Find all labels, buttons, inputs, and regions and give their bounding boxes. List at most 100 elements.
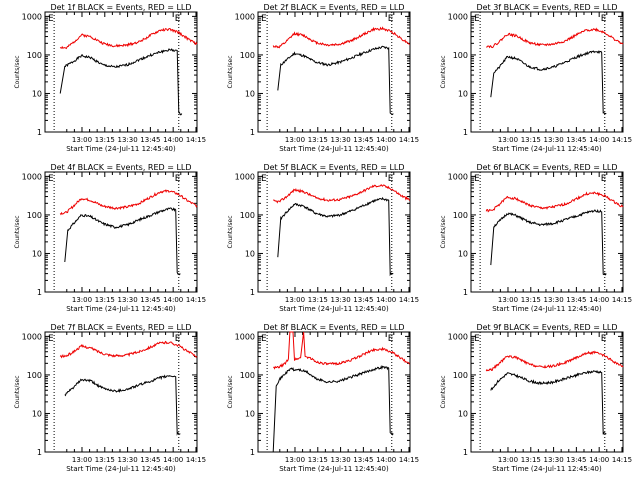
plot-frame [257, 171, 411, 293]
y-tick-label: 1 [463, 448, 468, 457]
lld-series-line [59, 340, 198, 359]
panel-title: Det 6f BLACK = Events, RED = LLD [476, 163, 617, 172]
events-series-line [490, 209, 607, 276]
y-tick-label: 1 [37, 288, 42, 297]
event-marker-label: E [175, 334, 181, 344]
y-tick-label: 1 [250, 128, 255, 137]
x-tick-label: 13:30 [330, 296, 350, 304]
x-tick-label: 13:30 [543, 456, 563, 464]
event-marker-label: E [48, 334, 54, 344]
event-marker-label: E [388, 334, 394, 344]
x-tick-label: 14:15 [612, 296, 632, 304]
x-tick-label: 13:00 [285, 456, 305, 464]
y-axis-label: Counts/sec [14, 215, 21, 248]
event-marker-label: E [175, 14, 181, 24]
x-tick-label: 13:30 [543, 296, 563, 304]
x-tick-label: 14:00 [376, 296, 396, 304]
x-axis-label: Start Time (24-Jul-11 12:45:40) [279, 145, 389, 153]
x-tick-label: 14:15 [399, 456, 419, 464]
x-tick-label: 13:45 [140, 456, 160, 464]
x-tick-label: 13:15 [95, 296, 115, 304]
y-tick-label: 10 [32, 249, 42, 258]
panel-title: Det 9f BLACK = Events, RED = LLD [476, 323, 617, 332]
x-axis-label: Start Time (24-Jul-11 12:45:40) [279, 305, 389, 313]
panel-title: Det 5f BLACK = Events, RED = LLD [263, 163, 404, 172]
events-series-line [277, 196, 394, 277]
x-tick-label: 14:15 [399, 296, 419, 304]
x-tick-label: 14:15 [399, 136, 419, 144]
x-tick-label: 13:00 [498, 136, 518, 144]
x-tick-label: 14:00 [163, 456, 183, 464]
x-tick-label: 14:00 [376, 456, 396, 464]
y-axis-label: Counts/sec [227, 375, 234, 408]
event-marker-label: E [601, 334, 607, 344]
x-tick-label: 13:15 [308, 136, 328, 144]
lld-series-line [59, 189, 198, 216]
events-series-line [64, 374, 181, 436]
y-tick-label: 10 [32, 89, 42, 98]
y-tick-label: 1 [250, 288, 255, 297]
y-tick-label: 1 [463, 288, 468, 297]
y-axis-label: Counts/sec [227, 55, 234, 88]
y-axis-label: Counts/sec [227, 215, 234, 248]
detector-panel: Det 2f BLACK = Events, RED = LLD 1 10 100 10… [227, 3, 419, 153]
lld-series-line [59, 27, 198, 50]
y-axis-label: Counts/sec [14, 55, 21, 88]
y-tick-label: 1 [250, 448, 255, 457]
x-tick-label: 14:00 [376, 136, 396, 144]
x-tick-label: 13:00 [498, 296, 518, 304]
x-tick-label: 14:00 [589, 296, 609, 304]
y-tick-label: 1000 [448, 332, 468, 341]
event-marker-label: E [388, 174, 394, 184]
x-axis-label: Start Time (24-Jul-11 12:45:40) [492, 465, 602, 473]
event-marker-label: E [261, 14, 267, 24]
y-tick-label: 100 [453, 371, 468, 380]
x-tick-label: 13:45 [353, 136, 373, 144]
x-tick-label: 13:45 [566, 296, 586, 304]
event-marker-label: E [261, 174, 267, 184]
y-tick-label: 100 [27, 51, 42, 60]
x-tick-label: 13:45 [353, 296, 373, 304]
x-tick-label: 13:45 [353, 456, 373, 464]
events-series-line [64, 207, 181, 276]
event-marker-label: E [601, 174, 607, 184]
x-tick-label: 14:15 [612, 456, 632, 464]
y-axis-label: Counts/sec [440, 375, 447, 408]
events-series-line [490, 50, 607, 115]
plot-frame [44, 11, 198, 133]
x-tick-label: 13:00 [72, 136, 92, 144]
x-tick-label: 14:15 [186, 456, 206, 464]
plot-frame [44, 331, 198, 453]
x-tick-label: 13:15 [308, 296, 328, 304]
lld-series-line [486, 27, 624, 49]
detector-panel: Det 5f BLACK = Events, RED = LLD 1 10 100 10… [227, 163, 419, 313]
plot-frame [257, 11, 411, 133]
x-tick-label: 13:15 [95, 456, 115, 464]
x-tick-label: 13:00 [72, 456, 92, 464]
x-axis-label: Start Time (24-Jul-11 12:45:40) [66, 465, 176, 473]
detector-panel: Det 9f BLACK = Events, RED = LLD 1 10 100 10… [440, 323, 632, 473]
events-series-line [490, 369, 607, 435]
x-tick-label: 13:30 [330, 456, 350, 464]
events-series-line [272, 365, 394, 453]
y-tick-label: 1000 [448, 12, 468, 21]
y-tick-label: 1 [463, 128, 468, 137]
panel-title: Det 4f BLACK = Events, RED = LLD [50, 163, 191, 172]
y-tick-label: 10 [32, 409, 42, 418]
y-tick-label: 100 [27, 211, 42, 220]
x-tick-label: 13:00 [285, 136, 305, 144]
event-marker-label: E [474, 14, 480, 24]
x-tick-label: 13:15 [95, 136, 115, 144]
lld-series-line [485, 350, 624, 372]
events-series-line [277, 45, 394, 116]
x-tick-label: 14:15 [186, 296, 206, 304]
x-tick-label: 13:30 [543, 136, 563, 144]
lld-series-line [273, 183, 411, 204]
event-marker-label: E [388, 14, 394, 24]
panel-title: Det 7f BLACK = Events, RED = LLD [50, 323, 191, 332]
y-tick-label: 1 [37, 448, 42, 457]
event-marker-label: E [474, 174, 480, 184]
y-tick-label: 10 [458, 409, 468, 418]
x-tick-label: 13:15 [521, 296, 541, 304]
